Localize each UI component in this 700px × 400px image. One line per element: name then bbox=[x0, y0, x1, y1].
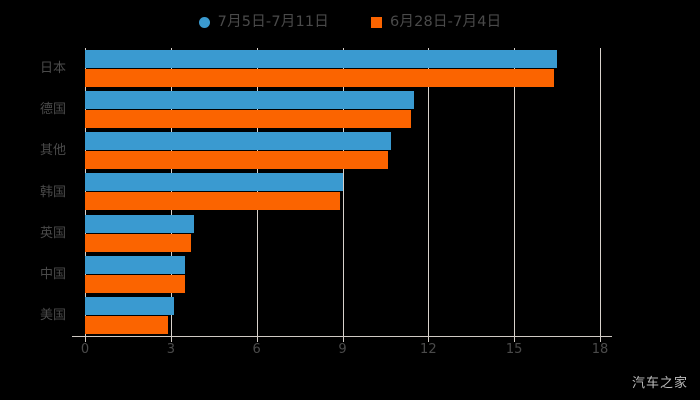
bar-group-美国 bbox=[85, 295, 600, 336]
x-axis-line bbox=[72, 336, 612, 337]
bar[interactable] bbox=[85, 151, 389, 170]
bar[interactable] bbox=[85, 50, 558, 68]
x-tick-mark-15 bbox=[514, 337, 516, 342]
y-axis-label-韩国: 韩国 bbox=[39, 184, 66, 200]
x-axis-ticks: 0 3 6 9 12 15 18 bbox=[81, 337, 608, 359]
bar[interactable] bbox=[85, 91, 415, 110]
bar-group-德国 bbox=[85, 89, 600, 130]
bar[interactable] bbox=[85, 274, 186, 293]
x-tick-label-3: 3 bbox=[166, 342, 175, 357]
bar[interactable] bbox=[85, 173, 343, 192]
bar[interactable] bbox=[85, 69, 555, 87]
bar[interactable] bbox=[85, 296, 174, 315]
bar[interactable] bbox=[85, 192, 340, 211]
legend-item-series-a[interactable]: 7月5日-7月11日 bbox=[198, 13, 329, 30]
watermark: 汽车之家 bbox=[631, 376, 688, 391]
bar[interactable] bbox=[85, 315, 168, 334]
x-tick-label-6: 6 bbox=[252, 342, 261, 357]
bar-group-日本 bbox=[85, 48, 600, 89]
y-axis-label-日本: 日本 bbox=[39, 61, 66, 77]
gridline-x-18 bbox=[600, 48, 601, 336]
bar-group-其他 bbox=[85, 130, 600, 171]
x-tick-mark-6 bbox=[256, 337, 258, 342]
y-axis-label-美国: 美国 bbox=[39, 307, 66, 323]
x-tick-label-15: 15 bbox=[505, 342, 523, 357]
legend-label-series-a: 7月5日-7月11日 bbox=[217, 13, 329, 30]
bar-group-英国 bbox=[85, 213, 600, 254]
chart-legend: 7月5日-7月11日 6月28日-7月4日 bbox=[0, 10, 700, 34]
legend-marker-square-icon bbox=[371, 16, 382, 28]
x-tick-label-18: 18 bbox=[591, 342, 609, 357]
x-tick-mark-0 bbox=[85, 337, 86, 342]
bar[interactable] bbox=[85, 233, 191, 252]
y-axis-label-其他: 其他 bbox=[39, 143, 66, 159]
y-axis-label-德国: 德国 bbox=[39, 102, 66, 118]
x-tick-mark-12 bbox=[428, 337, 430, 342]
x-tick-label-12: 12 bbox=[420, 342, 437, 357]
x-tick-label-0: 0 bbox=[80, 342, 90, 357]
bar[interactable] bbox=[85, 110, 412, 129]
bar[interactable] bbox=[85, 255, 186, 274]
y-axis-label-英国: 英国 bbox=[39, 225, 66, 241]
legend-label-series-b: 6月28日-7月4日 bbox=[390, 13, 502, 30]
legend-item-series-b[interactable]: 6月28日-7月4日 bbox=[371, 15, 501, 30]
bar-group-中国 bbox=[85, 254, 600, 295]
x-tick-mark-9 bbox=[342, 337, 344, 342]
chart-plot-area bbox=[85, 48, 601, 336]
bar-group-韩国 bbox=[85, 171, 600, 212]
y-axis-labels: 日本德国其他韩国英国中国美国 bbox=[0, 48, 76, 336]
chart-bars bbox=[85, 48, 600, 336]
bar[interactable] bbox=[85, 214, 194, 233]
x-tick-label-9: 9 bbox=[338, 342, 347, 357]
x-tick-mark-3 bbox=[170, 337, 172, 342]
y-axis-label-中国: 中国 bbox=[39, 266, 66, 282]
x-tick-mark-18 bbox=[600, 337, 601, 342]
legend-marker-circle-icon bbox=[198, 16, 210, 28]
bar[interactable] bbox=[85, 132, 392, 151]
